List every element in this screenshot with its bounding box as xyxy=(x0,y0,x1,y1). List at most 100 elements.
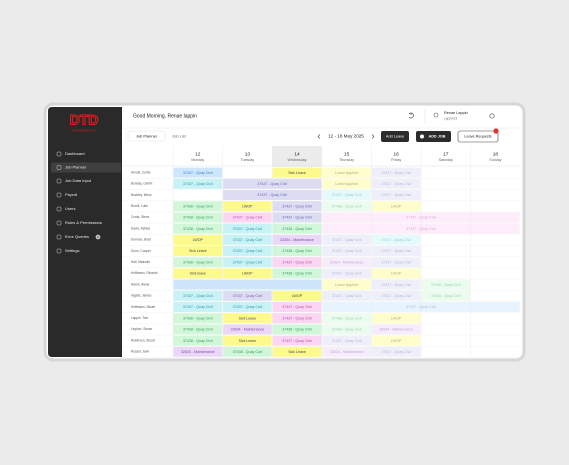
schedule-cell[interactable] xyxy=(322,234,371,245)
schedule-cell[interactable] xyxy=(223,335,272,346)
cell-label[interactable]: LWOP xyxy=(391,316,402,320)
cell-label[interactable]: 37437 - Quay Civil xyxy=(282,339,312,343)
cell-label[interactable]: 37437 - Quay Civil xyxy=(332,272,362,276)
cell-label[interactable]: 37437 - Quay Civil xyxy=(406,305,436,309)
schedule-cell[interactable] xyxy=(322,268,371,279)
schedule-cell[interactable] xyxy=(371,313,421,324)
cell-label[interactable]: 37437 - Quay Civil xyxy=(282,316,312,320)
cell-label[interactable]: 37437 - Quay Civil xyxy=(381,182,411,186)
schedule-cell[interactable] xyxy=(322,279,371,290)
settings-icon[interactable] xyxy=(489,113,495,119)
cell-label[interactable]: LWOP xyxy=(193,238,204,242)
schedule-cell[interactable] xyxy=(322,324,371,335)
schedule-cell[interactable] xyxy=(371,178,421,189)
user-icon[interactable] xyxy=(433,112,439,118)
schedule-cell[interactable] xyxy=(272,335,322,346)
schedule-cell[interactable] xyxy=(173,234,223,245)
cell-label[interactable]: 37437 - Quay Civil xyxy=(381,260,411,264)
cell-label[interactable]: 37437 - Quay Civil xyxy=(282,216,312,220)
schedule-cell[interactable] xyxy=(371,246,421,256)
cell-label[interactable]: 32834 - Maintenance xyxy=(181,350,215,354)
schedule-cell[interactable] xyxy=(272,268,322,279)
cell-label[interactable]: 37437 - Quay Civil xyxy=(406,216,436,220)
schedule-cell[interactable] xyxy=(173,346,223,357)
cell-label[interactable]: 37437 - Quay Civil xyxy=(233,305,263,309)
leave-requests-button[interactable] xyxy=(457,130,499,143)
schedule-cell[interactable] xyxy=(272,290,322,301)
menu-item[interactable]: Error Queries xyxy=(65,234,89,239)
cell-label[interactable]: 32834 - Maintenance xyxy=(231,328,265,332)
cell-label[interactable]: 37438 - Quay Civil xyxy=(282,272,312,276)
cell-label[interactable]: 37437 - Quay Civil xyxy=(257,182,287,186)
schedule-cell[interactable] xyxy=(223,324,272,335)
cell-label[interactable]: 32834 - Maintenance xyxy=(330,260,364,264)
add-leave-button[interactable] xyxy=(381,131,409,142)
menu-icon[interactable] xyxy=(56,248,62,254)
cell-label[interactable]: Leave Applied xyxy=(335,283,358,287)
schedule-cell[interactable] xyxy=(371,346,421,357)
cell-label[interactable]: 37437 - Quay Civil xyxy=(381,171,411,175)
schedule-cell[interactable] xyxy=(322,212,520,223)
schedule-cell[interactable] xyxy=(173,246,223,256)
schedule-cell[interactable] xyxy=(173,335,223,346)
menu-item[interactable]: Payroll xyxy=(65,192,77,197)
schedule-cell[interactable] xyxy=(223,246,272,256)
cell-label[interactable]: 37437 - Quay Civil xyxy=(381,193,411,197)
schedule-cell[interactable] xyxy=(322,313,371,324)
cell-label[interactable]: 37438 - Quay Civil xyxy=(183,260,213,264)
schedule-cell[interactable] xyxy=(322,223,520,234)
schedule-cell[interactable] xyxy=(223,268,272,279)
prev-week[interactable] xyxy=(317,134,321,139)
cell-label[interactable]: LWOP xyxy=(391,204,402,208)
schedule-cell[interactable] xyxy=(223,234,272,245)
schedule-cell[interactable] xyxy=(173,178,223,189)
schedule-cell[interactable] xyxy=(173,290,223,301)
cell-label[interactable]: LWOP xyxy=(391,272,402,276)
button-label[interactable]: Leave Requests xyxy=(464,135,492,139)
menu-item[interactable]: Roles & Permissions xyxy=(65,220,102,225)
schedule-cell[interactable] xyxy=(272,302,322,312)
schedule-cell[interactable] xyxy=(371,324,421,335)
schedule-cell[interactable] xyxy=(322,246,371,256)
tab[interactable]: Job Planner xyxy=(136,134,158,139)
cell-label[interactable]: 37438 - Quay Civil xyxy=(332,328,362,332)
menu-icon[interactable] xyxy=(56,151,62,157)
next-week[interactable] xyxy=(371,134,375,139)
menu-item[interactable]: Job Data Input xyxy=(65,178,92,183)
schedule-cell[interactable] xyxy=(371,290,421,301)
cell-label[interactable]: 37438 - Quay Civil xyxy=(183,204,213,208)
cell-label[interactable]: 37437 - Quay Civil xyxy=(257,193,287,197)
button-label[interactable]: ADD JOB xyxy=(428,135,445,139)
schedule-cell[interactable] xyxy=(173,223,223,234)
schedule-cell[interactable] xyxy=(272,313,322,324)
cell-label[interactable]: 37437 - Quay Civil xyxy=(332,249,362,253)
schedule-cell[interactable] xyxy=(371,279,421,290)
schedule-cell[interactable] xyxy=(173,201,223,212)
schedule-cell[interactable] xyxy=(173,302,223,312)
schedule-cell[interactable] xyxy=(223,212,272,223)
schedule-cell[interactable] xyxy=(371,335,421,346)
cell-label[interactable]: 37437 - Quay Civil xyxy=(381,294,411,298)
cell-label[interactable]: 37437 - Quay Civil xyxy=(233,216,263,220)
schedule-cell[interactable] xyxy=(322,302,520,312)
cell-label[interactable]: 37438 - Quay Civil xyxy=(431,294,461,298)
cell-label[interactable]: 37437 - Quay Civil xyxy=(381,238,411,242)
cell-label[interactable]: Sick leave xyxy=(190,272,206,276)
menu-icon[interactable] xyxy=(56,206,62,212)
cell-label[interactable]: 37437 - Quay Civil xyxy=(381,283,411,287)
schedule-cell[interactable] xyxy=(272,234,322,245)
cell-label[interactable]: 37437 - Quay Civil xyxy=(381,249,411,253)
menu-icon[interactable] xyxy=(56,192,62,198)
schedule-cell[interactable] xyxy=(322,190,371,200)
cell-label[interactable]: Sick Leave xyxy=(189,249,207,253)
schedule-cell[interactable] xyxy=(371,234,421,245)
schedule-cell[interactable] xyxy=(173,212,223,223)
schedule-cell[interactable] xyxy=(322,167,371,178)
cell-label[interactable]: Sick Leave xyxy=(239,316,257,320)
menu-item[interactable]: Users xyxy=(65,206,75,211)
schedule-cell[interactable] xyxy=(223,190,322,200)
cell-label[interactable]: 37437 - Quay Civil xyxy=(282,305,312,309)
cell-label[interactable]: 37438 - Quay Civil xyxy=(282,328,312,332)
cell-label[interactable]: 37437 - Quay Civil xyxy=(233,238,263,242)
button-label[interactable]: Add Leave xyxy=(386,135,404,139)
